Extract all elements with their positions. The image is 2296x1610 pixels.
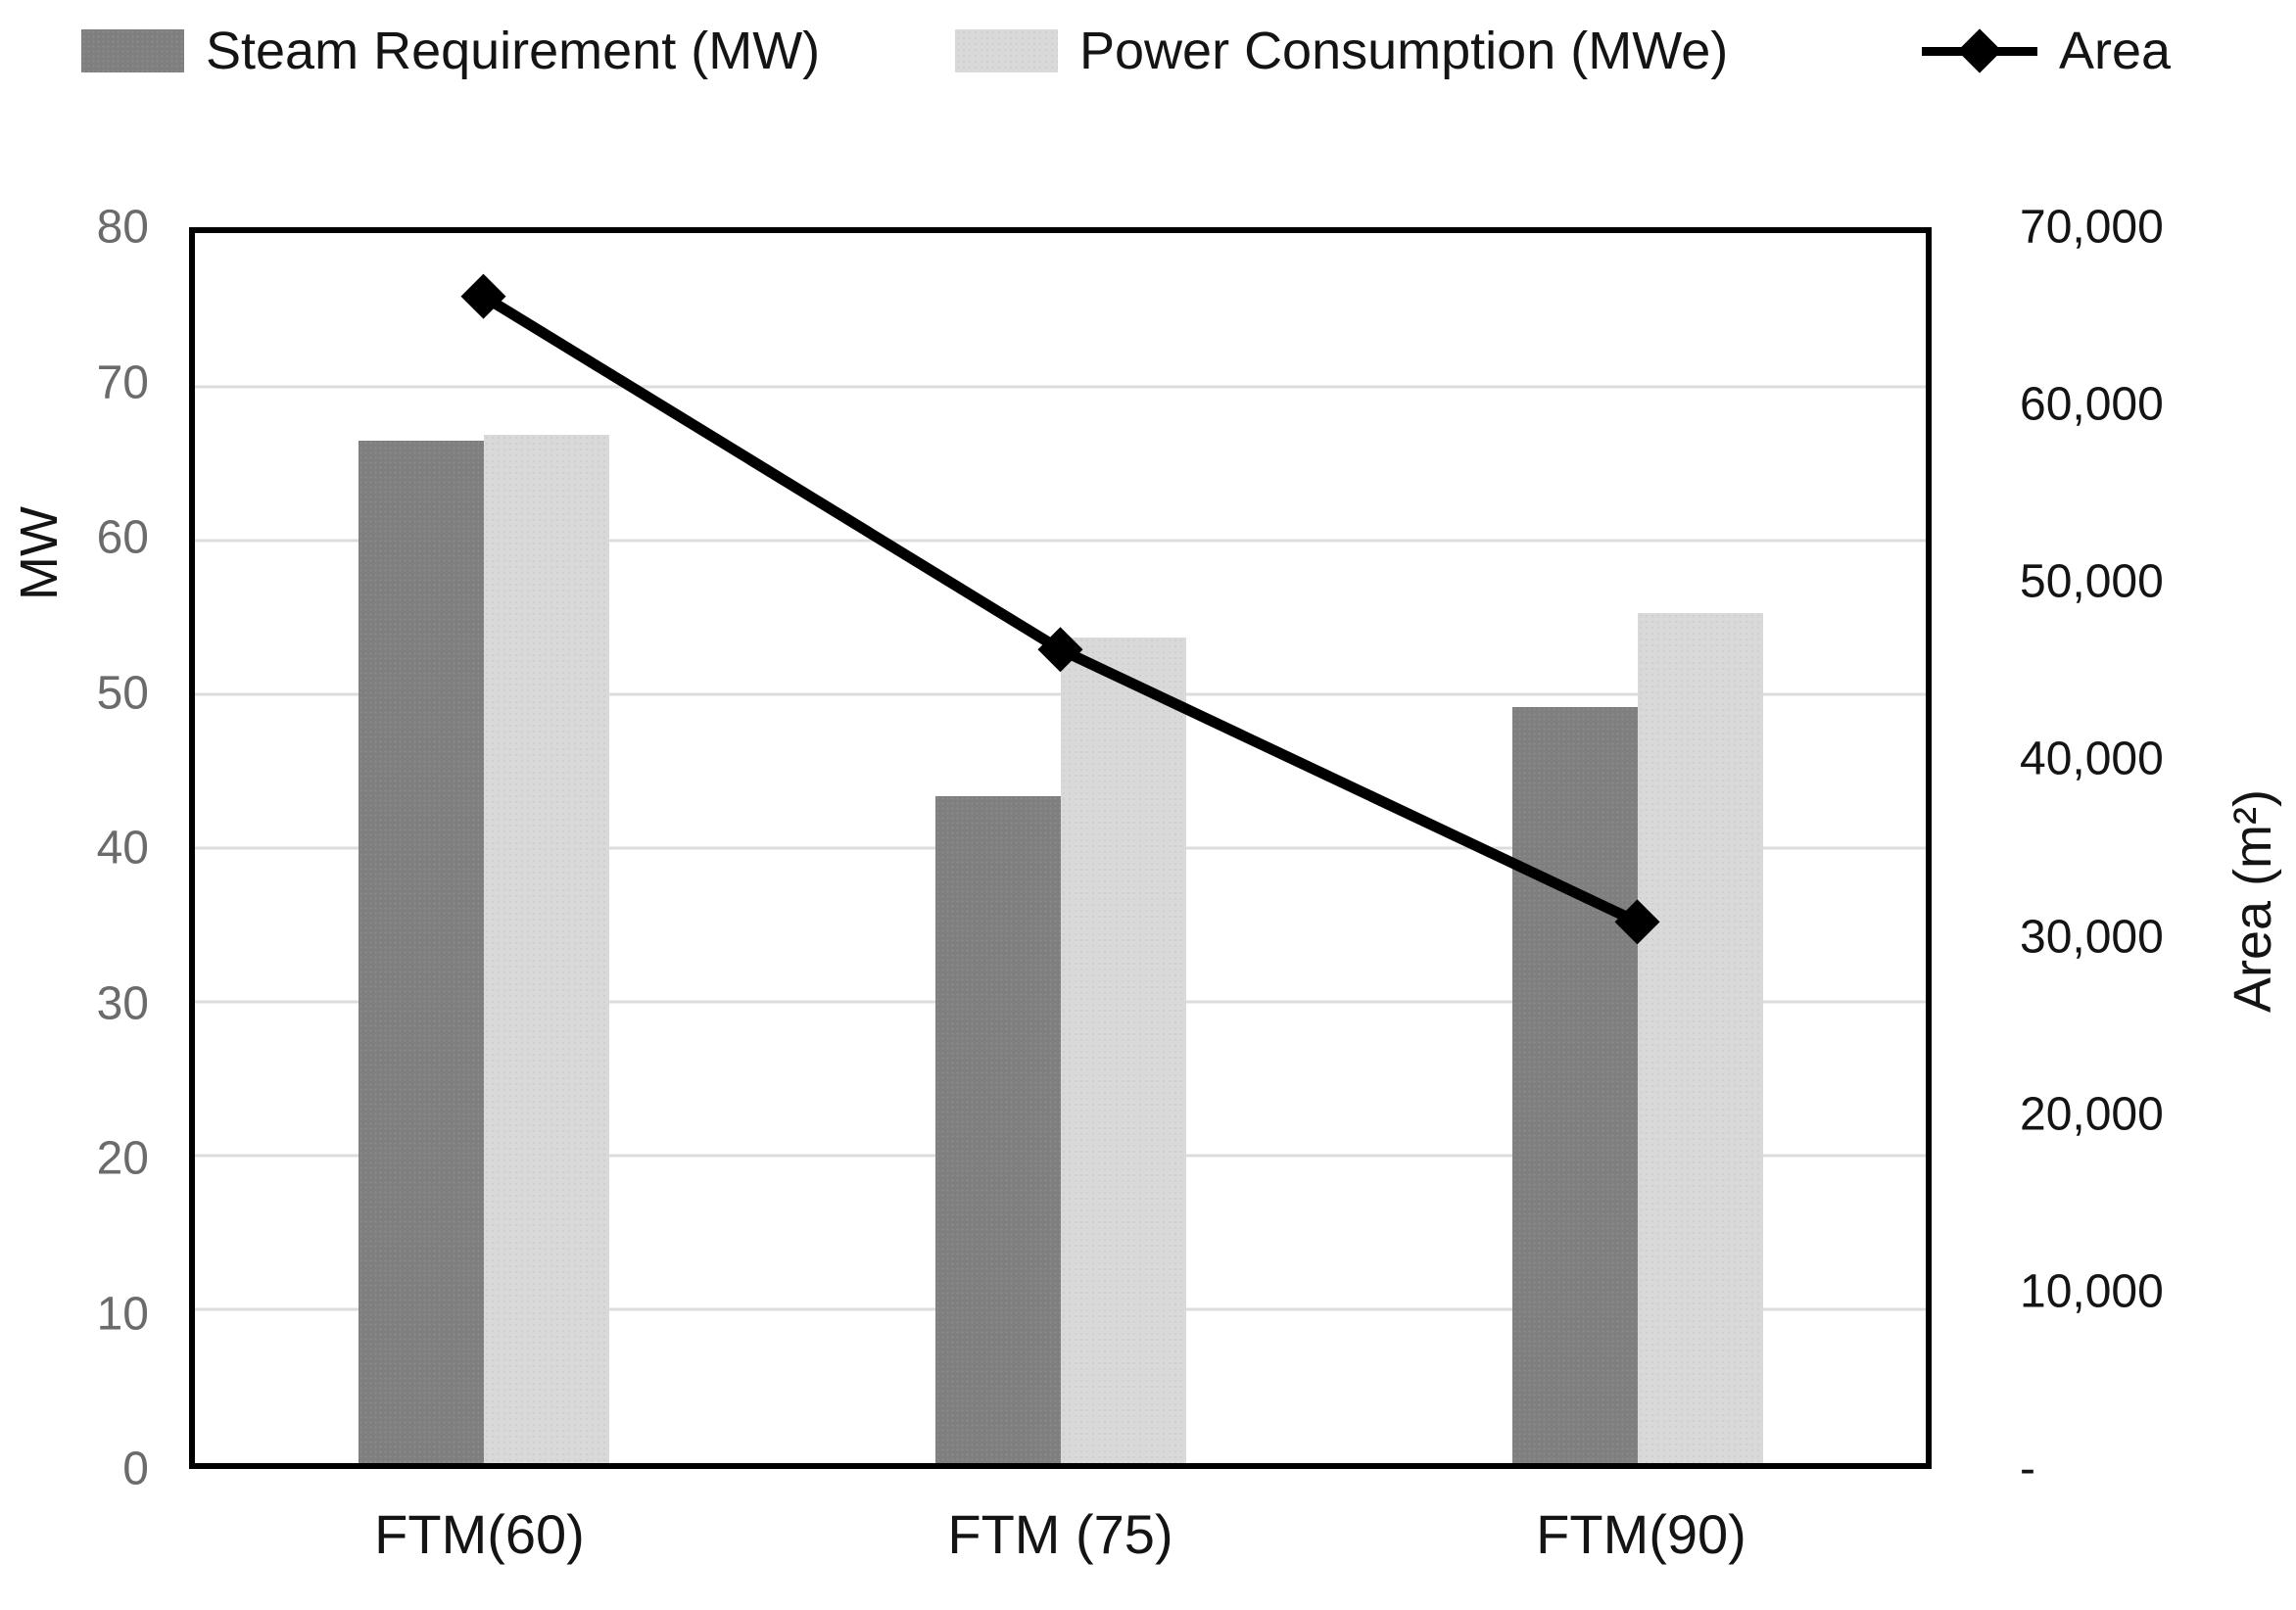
area-line-series [460, 273, 1660, 945]
right-tick-60000: 60,000 [2020, 378, 2164, 431]
left-tick-0: 0 [122, 1443, 149, 1495]
left-tick-50: 50 [96, 667, 149, 719]
x-label-FTM(60): FTM(60) [374, 1503, 585, 1565]
left-tick-40: 40 [96, 822, 149, 875]
right-tick-40000: 40,000 [2020, 733, 2164, 785]
legend-label-power: Power Consumption (MWe) [1079, 22, 1729, 80]
steam-bar-FTM (75) [934, 795, 1061, 1463]
right-tick-70000: 70,000 [2020, 201, 2164, 254]
diamond-marker-FTM (75) [1037, 627, 1083, 673]
right-tick--: - [2020, 1443, 2035, 1495]
right-tick-20000: 20,000 [2020, 1088, 2164, 1141]
legend-label-area: Area [2059, 22, 2172, 80]
left-axis-ticks: 80 70 60 50 40 30 20 10 0 [0, 202, 149, 1495]
right-tick-50000: 50,000 [2020, 555, 2164, 608]
line-diamond-icon [1922, 28, 2037, 73]
legend-label-steam: Steam Requirement (MW) [206, 22, 821, 80]
left-tick-60: 60 [96, 511, 149, 564]
gridline [195, 539, 1926, 543]
left-tick-70: 70 [96, 356, 149, 408]
power-bar-FTM(60) [483, 434, 609, 1463]
power-bar-FTM (75) [1060, 637, 1186, 1463]
power-bar-FTM(90) [1637, 612, 1763, 1463]
x-label-FTM(90): FTM(90) [1536, 1503, 1746, 1565]
area-line [480, 291, 1640, 927]
left-tick-20: 20 [96, 1132, 149, 1185]
legend-item-area: Area [1922, 22, 2172, 80]
left-tick-80: 80 [96, 201, 149, 254]
left-tick-30: 30 [96, 977, 149, 1029]
steam-bar-FTM(90) [1511, 706, 1638, 1463]
legend-item-power: Power Consumption (MWe) [955, 22, 1729, 80]
steam-bar-FTM(60) [358, 440, 484, 1463]
diamond-marker-FTM(90) [1614, 899, 1660, 945]
right-tick-10000: 10,000 [2020, 1265, 2164, 1318]
right-tick-30000: 30,000 [2020, 911, 2164, 964]
diamond-marker-FTM(60) [460, 273, 506, 319]
gridline [195, 385, 1926, 389]
left-tick-10: 10 [96, 1288, 149, 1340]
right-axis-ticks: 70,000 60,000 50,000 40,000 30,000 20,000 10,0… [2020, 202, 2296, 1495]
legend-item-steam: Steam Requirement (MW) [81, 22, 821, 80]
x-label-FTM (75): FTM (75) [947, 1503, 1173, 1565]
plot-area [189, 227, 1932, 1469]
steam-swatch-icon [81, 29, 184, 72]
power-swatch-icon [955, 29, 1058, 72]
x-axis-labels: FTM(60) FTM (75) FTM(90) [189, 1502, 1932, 1581]
